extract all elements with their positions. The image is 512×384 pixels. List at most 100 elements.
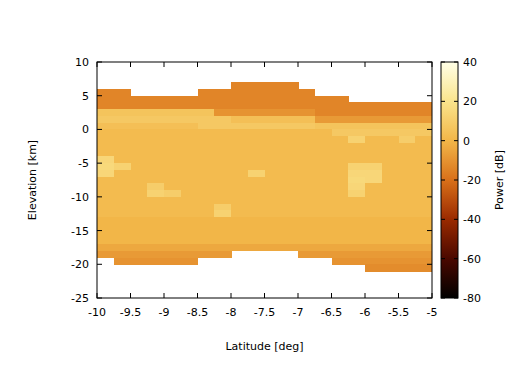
heatmap-cell — [365, 244, 382, 251]
heatmap-cell — [248, 82, 265, 89]
heatmap-cell — [365, 264, 382, 271]
heatmap-cell — [231, 116, 248, 123]
heatmap-cell — [97, 150, 114, 157]
heatmap-cell — [114, 237, 131, 244]
heatmap-cell — [281, 177, 298, 184]
heatmap-cell — [399, 264, 416, 271]
heatmap-cell — [415, 231, 432, 238]
y-tick — [427, 95, 432, 96]
heatmap-cell — [399, 231, 416, 238]
heatmap-cell — [348, 197, 365, 204]
heatmap-cell — [97, 89, 114, 96]
heatmap-cell — [164, 170, 181, 177]
y-tick — [427, 163, 432, 164]
heatmap-cell — [315, 231, 332, 238]
heatmap-cell — [315, 210, 332, 217]
heatmap-cell — [348, 143, 365, 150]
heatmap-cell — [214, 183, 231, 190]
heatmap-cell — [332, 129, 349, 136]
heatmap-cell — [332, 251, 349, 258]
heatmap-cell — [198, 123, 215, 130]
heatmap-cell — [315, 163, 332, 170]
heatmap-cell — [231, 217, 248, 224]
heatmap-cell — [147, 129, 164, 136]
heatmap-cell — [147, 177, 164, 184]
heatmap-cell — [365, 231, 382, 238]
heatmap-cell — [147, 109, 164, 116]
heatmap-cell — [265, 163, 282, 170]
heatmap-cell — [382, 217, 399, 224]
heatmap-cells — [97, 82, 432, 271]
heatmap-cell — [164, 96, 181, 103]
heatmap-cell — [147, 244, 164, 251]
heatmap-cell — [147, 116, 164, 123]
heatmap-cell — [298, 210, 315, 217]
heatmap-cell — [147, 231, 164, 238]
heatmap-cell — [248, 96, 265, 103]
heatmap-cell — [348, 163, 365, 170]
y-tick-label: 10 — [75, 56, 89, 69]
heatmap-cell — [315, 170, 332, 177]
heatmap-cell — [315, 102, 332, 109]
heatmap-cell — [181, 183, 198, 190]
plot-frame — [97, 62, 432, 298]
heatmap-cell — [265, 224, 282, 231]
y-tick — [427, 62, 432, 63]
heatmap-cell — [147, 197, 164, 204]
heatmap-cell — [365, 237, 382, 244]
heatmap-cell — [332, 244, 349, 251]
x-tick-label: -6.5 — [321, 306, 342, 319]
heatmap-cell — [415, 109, 432, 116]
heatmap-cell — [198, 143, 215, 150]
heatmap-cell — [131, 116, 148, 123]
heatmap-cell — [248, 224, 265, 231]
heatmap-cell — [131, 190, 148, 197]
heatmap-cell — [164, 116, 181, 123]
heatmap-cell — [348, 109, 365, 116]
heatmap-cell — [97, 102, 114, 109]
heatmap-cell — [97, 143, 114, 150]
heatmap-cell — [198, 129, 215, 136]
heatmap-cell — [114, 204, 131, 211]
heatmap-cell — [214, 156, 231, 163]
x-tick — [298, 293, 299, 298]
heatmap-cell — [181, 116, 198, 123]
heatmap-cell — [399, 116, 416, 123]
heatmap-cell — [382, 197, 399, 204]
heatmap-cell — [382, 129, 399, 136]
x-tick — [97, 293, 98, 298]
heatmap-cell — [382, 264, 399, 271]
heatmap-cell — [399, 224, 416, 231]
heatmap-cell — [231, 143, 248, 150]
heatmap-cell — [298, 109, 315, 116]
heatmap-cell — [248, 177, 265, 184]
heatmap-cell — [97, 177, 114, 184]
heatmap-cell — [315, 204, 332, 211]
heatmap-cell — [147, 170, 164, 177]
heatmap-cell — [248, 163, 265, 170]
heatmap-cell — [114, 170, 131, 177]
heatmap-cell — [164, 210, 181, 217]
colorbar-tick-label: -80 — [463, 292, 481, 305]
heatmap-cell — [198, 231, 215, 238]
heatmap-cell — [114, 163, 131, 170]
heatmap-cell — [265, 170, 282, 177]
heatmap-cell — [97, 204, 114, 211]
heatmap-cell — [298, 251, 315, 258]
heatmap-cell — [198, 170, 215, 177]
heatmap-cell — [332, 150, 349, 157]
heatmap-cell — [315, 96, 332, 103]
heatmap-cell — [164, 231, 181, 238]
heatmap-cell — [298, 217, 315, 224]
heatmap-cell — [198, 210, 215, 217]
heatmap-cell — [164, 204, 181, 211]
heatmap-cell — [265, 102, 282, 109]
heatmap-cell — [248, 183, 265, 190]
heatmap-cell — [248, 150, 265, 157]
heatmap-cell — [399, 170, 416, 177]
heatmap-cell — [399, 143, 416, 150]
heatmap-cell — [265, 197, 282, 204]
heatmap-cell — [181, 129, 198, 136]
heatmap-cell — [231, 197, 248, 204]
heatmap-cell — [131, 156, 148, 163]
